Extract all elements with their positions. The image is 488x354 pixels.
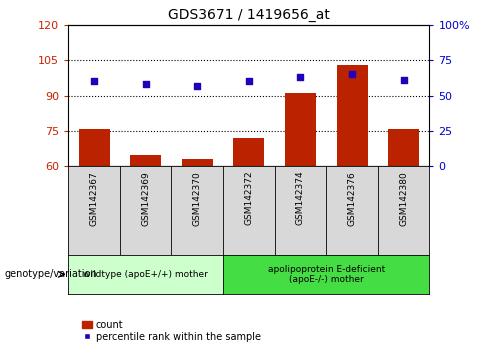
Point [348,72,356,77]
Text: wildtype (apoE+/+) mother: wildtype (apoE+/+) mother [83,270,208,279]
Text: GSM142376: GSM142376 [347,171,357,225]
Text: GSM142369: GSM142369 [141,171,150,225]
Bar [337,65,367,166]
Text: GSM142367: GSM142367 [90,171,99,225]
Point [400,77,407,83]
Point [193,83,201,88]
Bar [182,159,213,166]
Text: GSM142372: GSM142372 [244,171,253,225]
Point [90,79,98,84]
Bar [285,93,316,166]
Point [245,79,253,84]
Text: GSM142380: GSM142380 [399,171,408,225]
Bar [388,129,419,166]
Bar [79,129,110,166]
Text: GSM142374: GSM142374 [296,171,305,225]
Text: GSM142370: GSM142370 [193,171,202,225]
Bar [233,138,264,166]
Bar [130,155,161,166]
Title: GDS3671 / 1419656_at: GDS3671 / 1419656_at [168,8,330,22]
Legend: count, percentile rank within the sample: count, percentile rank within the sample [78,316,264,346]
Point [142,81,150,87]
Text: apolipoprotein E-deficient
(apoE-/-) mother: apolipoprotein E-deficient (apoE-/-) mot… [267,265,385,284]
Text: genotype/variation: genotype/variation [5,269,98,279]
Point [297,74,305,80]
